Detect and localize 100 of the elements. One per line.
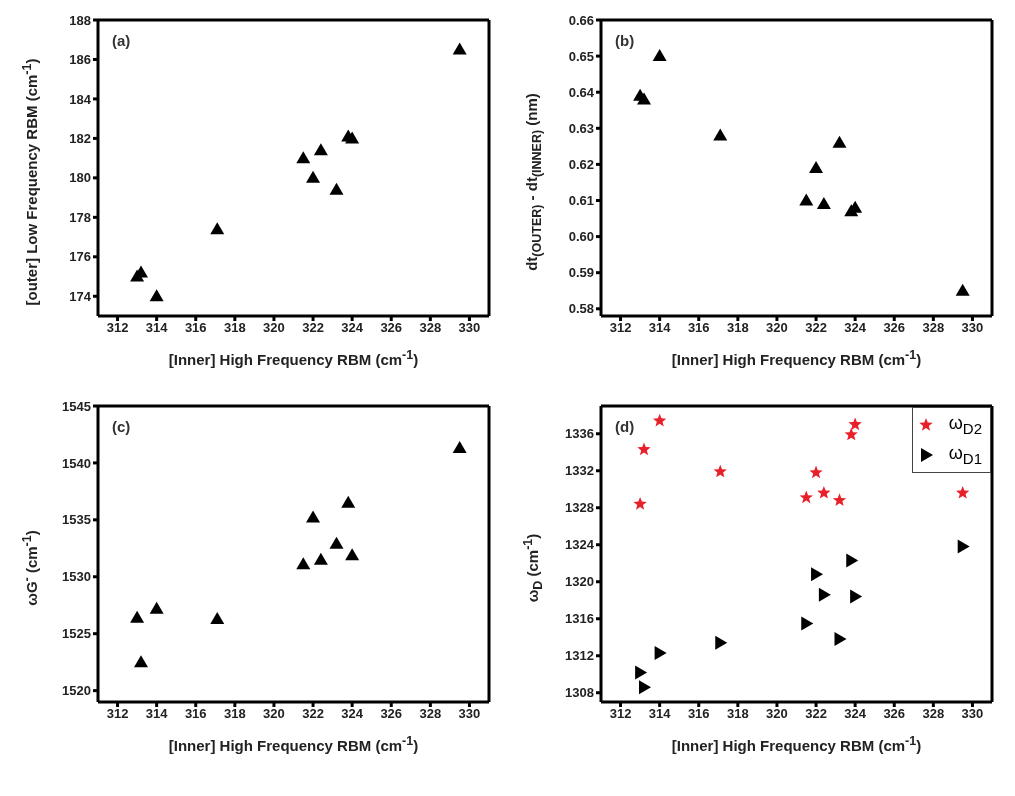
point <box>149 289 164 302</box>
x-tick-label: 330 <box>458 320 481 336</box>
point <box>134 655 149 668</box>
point <box>832 493 847 507</box>
x-tick-label: 326 <box>380 706 403 722</box>
x-axis-title: [Inner] High Frequency RBM (cm$^{-1}$) <box>670 734 923 754</box>
x-tick-label: 320 <box>766 706 788 722</box>
point <box>633 497 647 510</box>
y-tick-label: 174 <box>69 288 92 304</box>
x-tick-label: 326 <box>380 320 403 336</box>
x-tick-label: 330 <box>961 706 984 722</box>
point <box>654 645 667 660</box>
x-tick-label: 314 <box>145 320 169 336</box>
point <box>817 485 831 499</box>
point <box>452 42 467 55</box>
x-tick-label: 328 <box>419 706 442 722</box>
point <box>832 135 847 148</box>
x-tick-label: 324 <box>341 320 364 336</box>
x-tick-label: 318 <box>727 320 749 336</box>
point <box>816 197 831 210</box>
y-tick-label: 1545 <box>62 398 91 414</box>
y-tick-label: 1520 <box>62 683 91 699</box>
point <box>713 464 727 478</box>
y-tick-label: 0.65 <box>568 48 594 64</box>
y-tick-label: 0.62 <box>568 157 594 173</box>
y-tick-label: 1336 <box>565 426 594 442</box>
point <box>345 548 360 561</box>
y-tick-label: 1316 <box>565 611 594 627</box>
y-tick-label: 1535 <box>62 512 91 528</box>
x-axis-title: [Inner] High Frequency RBM (cm$^{-1}$) <box>167 348 420 368</box>
point <box>846 553 859 568</box>
point <box>955 283 970 296</box>
x-tick-label: 326 <box>883 706 906 722</box>
x-tick-label: 324 <box>341 706 364 722</box>
x-tick-label: 322 <box>805 320 827 336</box>
x-tick-label: 320 <box>263 706 285 722</box>
x-tick-label: 320 <box>263 320 285 336</box>
point <box>635 665 648 680</box>
point <box>639 680 652 695</box>
legend-label: ω$_{D2}$ <box>948 413 982 437</box>
y-tick-label: 180 <box>69 170 91 186</box>
point <box>799 193 814 206</box>
point <box>799 490 813 504</box>
y-tick-label: 178 <box>69 209 91 225</box>
point <box>637 442 651 456</box>
point <box>801 616 814 631</box>
y-tick-label: 0.66 <box>568 12 594 28</box>
point <box>850 589 863 604</box>
point <box>818 587 831 602</box>
x-tick-label: 312 <box>106 706 129 722</box>
y-tick-label: 0.63 <box>568 120 594 136</box>
x-tick-label: 330 <box>458 706 481 722</box>
x-tick-label: 328 <box>922 706 945 722</box>
point <box>341 495 356 508</box>
x-tick-label: 316 <box>687 320 710 336</box>
point <box>130 610 145 623</box>
y-tick-label: 1540 <box>62 455 91 471</box>
point <box>809 465 823 479</box>
point <box>957 539 970 554</box>
point <box>329 536 344 549</box>
point <box>329 182 344 195</box>
annotation: (b) <box>615 32 635 49</box>
x-tick-label: 326 <box>883 320 906 336</box>
x-tick-label: 316 <box>184 706 207 722</box>
point <box>345 131 360 144</box>
y-tick-label: 0.60 <box>568 229 594 245</box>
x-tick-label: 314 <box>648 706 672 722</box>
y-tick-label: 1312 <box>565 648 594 664</box>
annotation: (c) <box>112 418 131 435</box>
x-tick-label: 324 <box>844 320 867 336</box>
point <box>834 632 847 647</box>
y-tick-label: 1308 <box>565 685 594 701</box>
point <box>210 611 225 624</box>
y-tick-label: 0.59 <box>568 265 594 281</box>
x-tick-label: 316 <box>184 320 207 336</box>
point <box>210 222 225 235</box>
x-tick-label: 318 <box>224 320 246 336</box>
point <box>296 151 311 164</box>
point <box>149 601 164 614</box>
y-tick-label: 176 <box>69 249 91 265</box>
point <box>652 413 667 427</box>
x-tick-label: 322 <box>302 706 324 722</box>
y-tick-label: 1324 <box>565 537 595 553</box>
point <box>811 567 824 582</box>
point <box>452 441 467 454</box>
y-tick-label: 0.61 <box>568 193 594 209</box>
point <box>637 92 652 105</box>
x-tick-label: 328 <box>419 320 442 336</box>
y-tick-label: 1525 <box>62 626 91 642</box>
y-tick-label: 1328 <box>565 500 594 516</box>
y-tick-label: 1530 <box>62 569 91 585</box>
y-tick-label: 184 <box>69 91 92 107</box>
y-tick-label: 0.64 <box>568 84 595 100</box>
x-tick-label: 312 <box>106 320 129 336</box>
point <box>306 170 321 183</box>
x-tick-label: 312 <box>609 706 632 722</box>
y-tick-label: 1320 <box>565 574 594 590</box>
x-tick-label: 314 <box>648 320 672 336</box>
point <box>956 485 970 499</box>
x-tick-label: 316 <box>687 706 710 722</box>
